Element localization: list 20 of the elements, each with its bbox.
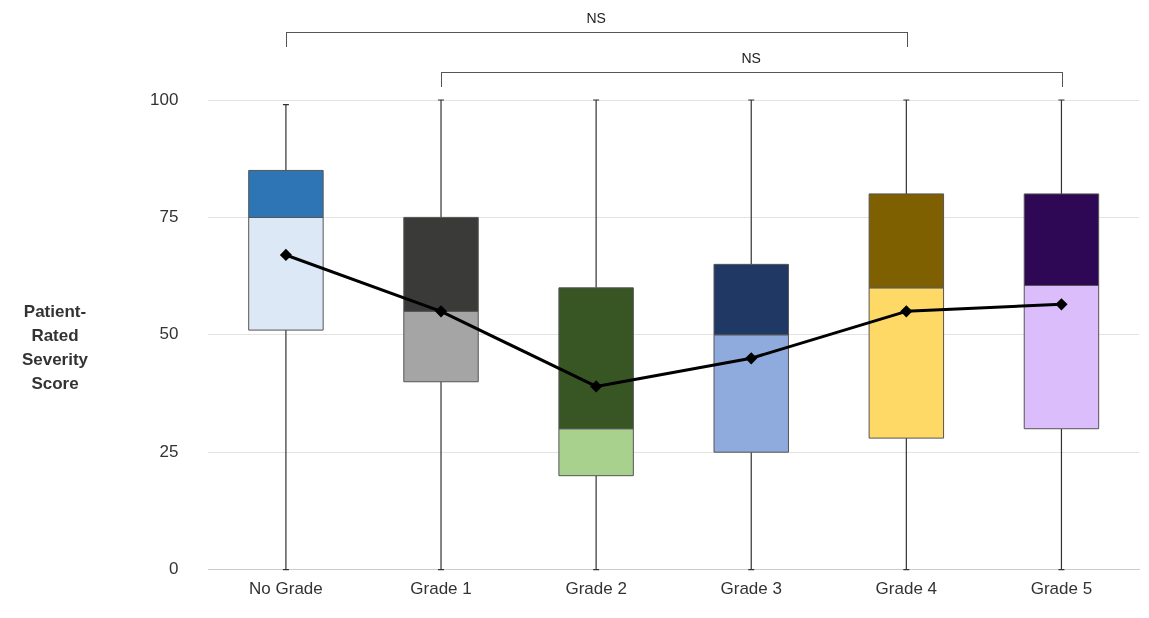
x-tick-label: Grade 1 [410, 579, 472, 599]
y-tick-label: 50 [159, 324, 179, 344]
x-tick-label: Grade 5 [1030, 579, 1093, 599]
point [745, 352, 757, 364]
x-tick-label: Grade 3 [720, 579, 782, 599]
x-tick-label: No Grade [249, 579, 323, 599]
x-tick-label: Grade 2 [565, 579, 627, 599]
text: NS [586, 10, 606, 26]
y-tick-label: 0 [168, 559, 179, 579]
point [590, 380, 602, 392]
text: NS [741, 50, 761, 66]
y-axis-title: Patient-Rated Severity Score [20, 301, 90, 395]
point [435, 305, 447, 317]
x-tick-label: Grade 4 [875, 579, 938, 599]
y-tick-label: 100 [149, 89, 179, 109]
point [1055, 298, 1067, 310]
point [280, 249, 292, 261]
y-tick-label: 75 [159, 207, 179, 227]
point [900, 305, 912, 317]
y-tick-label: 25 [159, 441, 179, 461]
